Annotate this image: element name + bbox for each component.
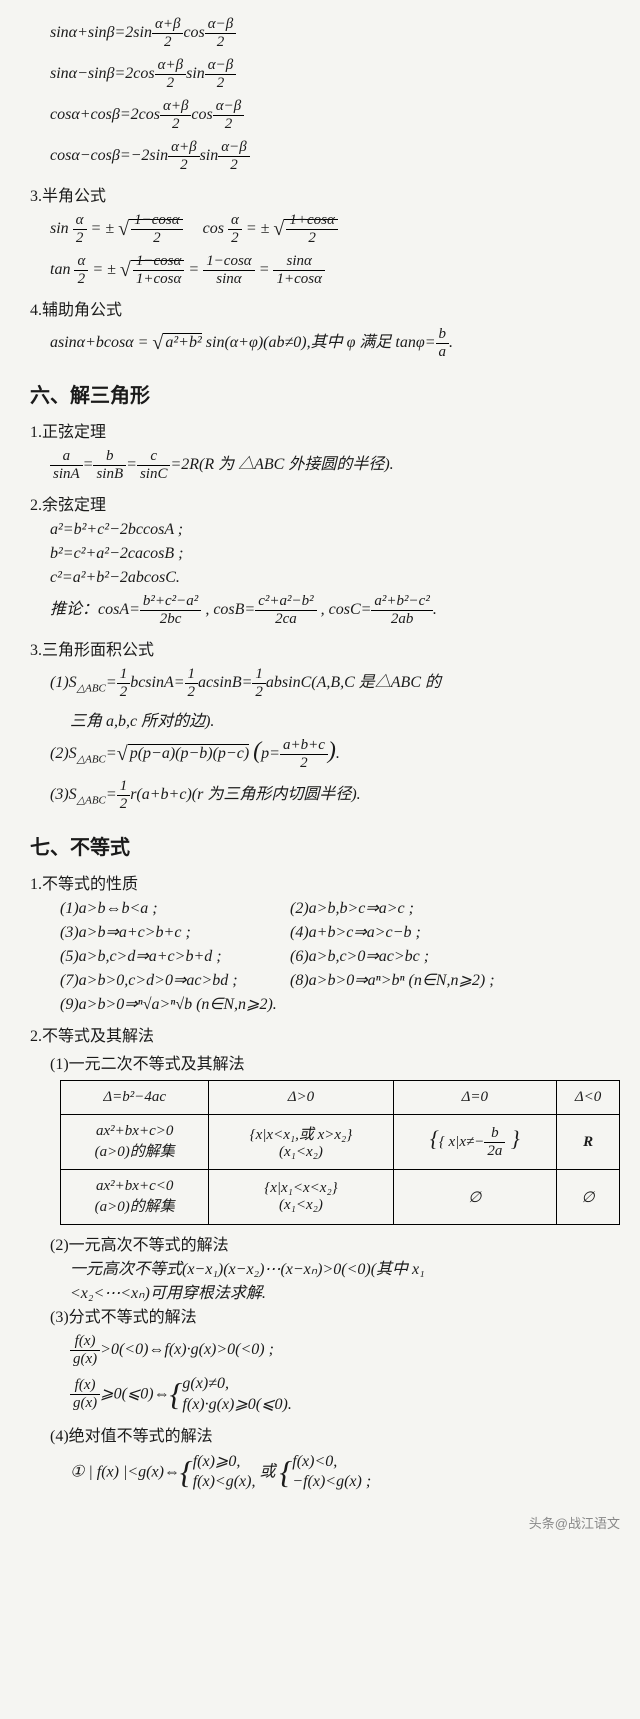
aux-formula: asinα+bcosα = √a²+b² sin(α+φ)(ab≠0),其中 φ… (50, 326, 620, 361)
sine-rule-title: 1.正弦定理 (30, 418, 620, 442)
sumdiff-2: sinα−sinβ=2cosα+β2sinα−β2 (50, 57, 620, 92)
highdeg-body1: 一元高次不等式(x−x₁)(x−x₂)⋯(x−xₙ)>0(<0)(其中 x₁ (70, 1255, 620, 1279)
r2c1: ax²+bx+c<0(a>0)的解集 (61, 1170, 209, 1225)
area-1b: 三角 a,b,c 所对的边). (70, 707, 620, 731)
sumdiff-4: cosα−cosβ=−2sinα+β2sinα−β2 (50, 139, 620, 174)
quad-ineq-table: Δ=b²−4ac Δ>0 Δ=0 Δ<0 ax²+bx+c>0(a>0)的解集 … (60, 1080, 620, 1225)
sumdiff-3: cosα+cosβ=2cosα+β2cosα−β2 (50, 98, 620, 133)
r1c1: ax²+bx+c>0(a>0)的解集 (61, 1115, 209, 1170)
area-3: (3)S△ABC=12r(a+b+c)(r 为三角形内切圆半径). (50, 778, 620, 813)
sumdiff-1: sinα+sinβ=2sinα+β2cosα−β2 (50, 16, 620, 51)
abs-ineq-title: (4)绝对值不等式的解法 (50, 1422, 620, 1446)
th-lt0: Δ<0 (557, 1081, 620, 1115)
section-7-title: 七、不等式 (30, 831, 620, 860)
frac-ineq-1: f(x)g(x)>0(<0)⇔f(x)·g(x)>0(<0) ; (70, 1333, 620, 1368)
aux-title: 4.辅助角公式 (30, 296, 620, 320)
sine-rule: asinA=bsinB=csinC=2R(R 为 △ABC 外接圆的半径). (50, 448, 620, 483)
abs-ineq-1: ① | f(x) |<g(x)⇔{f(x)⩾0,f(x)<g(x), 或 {f(… (70, 1452, 620, 1494)
area-title: 3.三角形面积公式 (30, 636, 620, 660)
frac-ineq-title: (3)分式不等式的解法 (50, 1303, 620, 1327)
highdeg-title: (2)一元高次不等式的解法 (50, 1231, 620, 1255)
prop-1: (1)a>b⇔b<a ; (60, 900, 290, 918)
area-2: (2)S△ABC=√p(p−a)(p−b)(p−c) (p=a+b+c2). (50, 737, 620, 772)
prop-5: (5)a>b,c>d⇒a+c>b+d ; (60, 946, 290, 966)
highdeg-body2: <x₂<⋯<xₙ)可用穿根法求解. (70, 1279, 620, 1303)
r1c4: R (557, 1115, 620, 1170)
cos-corollary: 推论：cosA=b²+c²−a²2bc , cosB=c²+a²−b²2ca ,… (50, 593, 620, 628)
r2c2: {x|x₁<x<x₂}(x₁<x₂) (209, 1170, 393, 1225)
prop-2: (2)a>b,b>c⇒a>c ; (290, 900, 414, 917)
ineq-props-title: 1.不等式的性质 (30, 870, 620, 894)
area-1: (1)S△ABC=12bcsinA=12acsinB=12absinC(A,B,… (50, 666, 620, 701)
prop-9: (9)a>b>0⇒ⁿ√a>ⁿ√b (n∈N,n⩾2). (60, 994, 620, 1014)
th-gt0: Δ>0 (209, 1081, 393, 1115)
cos-rule-2: b²=c²+a²−2cacosB ; (50, 545, 620, 563)
prop-6: (6)a>b,c>0⇒ac>bc ; (290, 948, 429, 965)
half-tan: tan α2 = ± √1−cosα1+cosα = 1−cosαsinα = … (50, 253, 620, 288)
th-eq0: Δ=0 (393, 1081, 557, 1115)
prop-3: (3)a>b⇒a+c>b+c ; (60, 922, 290, 942)
ineq-solve-title: 2.不等式及其解法 (30, 1022, 620, 1046)
th-delta: Δ=b²−4ac (61, 1081, 209, 1115)
footer-credit: 头条@战江语文 (30, 1513, 620, 1532)
r2c4: ∅ (557, 1170, 620, 1225)
quad-ineq-title: (1)一元二次不等式及其解法 (50, 1050, 620, 1074)
half-sin-cos: sin α2 = ± √1−cosα2 cos α2 = ± √1+cosα2 (50, 212, 620, 247)
half-angle-title: 3.半角公式 (30, 182, 620, 206)
cos-rule-3: c²=a²+b²−2abcosC. (50, 569, 620, 587)
r1c3: {{ x|x≠−b2a } (393, 1115, 557, 1170)
r2c3: ∅ (393, 1170, 557, 1225)
cos-rule-title: 2.余弦定理 (30, 491, 620, 515)
r1c2: {x|x<x₁,或 x>x₂}(x₁<x₂) (209, 1115, 393, 1170)
section-6-title: 六、解三角形 (30, 379, 620, 408)
cos-rule-1: a²=b²+c²−2bccosA ; (50, 521, 620, 539)
prop-8: (8)a>b>0⇒aⁿ>bⁿ (n∈N,n⩾2) ; (290, 972, 495, 989)
prop-7: (7)a>b>0,c>d>0⇒ac>bd ; (60, 970, 290, 990)
prop-4: (4)a+b>c⇒a>c−b ; (290, 924, 421, 941)
frac-ineq-2: f(x)g(x)⩾0(⩽0)⇔{g(x)≠0,f(x)·g(x)⩾0(⩽0). (70, 1374, 620, 1416)
